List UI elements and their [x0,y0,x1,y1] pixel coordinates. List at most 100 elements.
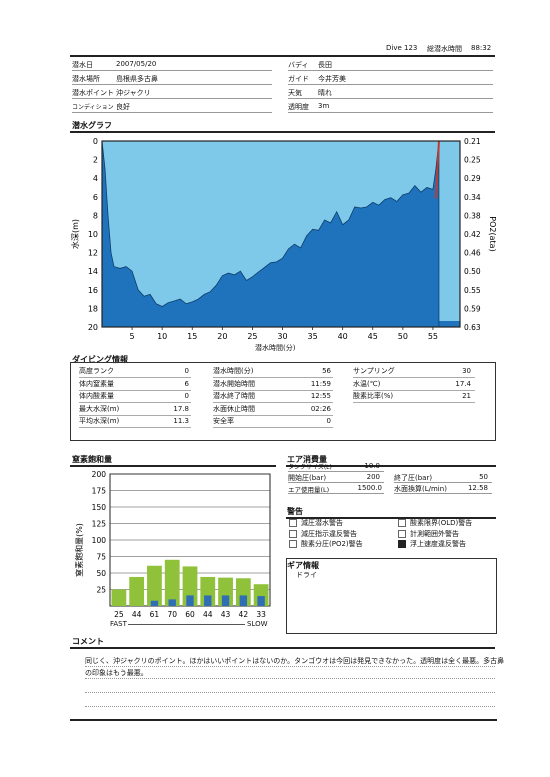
depth-tick-label: 14 [88,267,98,276]
warnings-title: 警告 [287,507,303,516]
diving-info-underline [353,402,475,403]
warning-item: 浮上速度違反警告 [398,539,466,549]
visibility-underline [288,112,493,113]
diving-info-label: 酸素比率(%) [353,392,394,400]
dive-graph-xlabel: 潜水時間(分) [255,344,296,352]
po2-tick-label: 0.25 [464,156,481,165]
diving-info-label: 水温(℃) [353,379,381,388]
diving-info-underline [79,389,191,391]
time-tick-label: 35 [307,332,317,341]
air-divider [286,465,496,467]
comment-underline-1 [85,666,495,667]
nitrogen-title: 窒素飽和量 [72,455,112,464]
fast-label: FAST [110,620,127,628]
warning-label: 酸素限界(OLD)警告 [410,519,473,527]
end-underline [394,482,492,483]
diving-info-value: 6 [184,379,189,388]
po2-axis-label: PO2(ata) [488,216,497,251]
diving-info-value: 30 [462,367,471,375]
depth-tick-label: 8 [93,211,98,220]
n2-tick-label: 50 [96,569,106,578]
n2-bar [164,559,180,606]
comment-title: コメント [72,637,104,646]
time-tick-label: 45 [368,332,378,341]
diving-info-label: 平均水深(m) [79,417,120,425]
po2-tick-label: 0.38 [464,211,481,220]
warning-label: 浮上速度違反警告 [410,540,466,548]
date-label: 潜水日 [72,61,93,69]
gear-title: ギア情報 [287,561,319,570]
po2-tick-label: 0.46 [464,249,481,258]
warning-label: 計測範囲外警告 [410,529,459,538]
tank-underline [288,471,384,472]
time-tick-label: 40 [338,332,348,341]
gear-item: ドライ [296,571,317,579]
po2-tick-label: 0.42 [464,230,481,239]
depth-tick-label: 2 [93,156,98,165]
diving-info-title: ダイビング情報 [72,355,128,364]
diving-info-underline [79,402,191,403]
diving-info-label: 安全率 [213,417,234,425]
dive-number: Dive 123 [386,44,418,52]
depth-profile-area [101,140,440,328]
n2-bar-secondary [221,595,230,606]
diving-info-box: 高度ランク 0 体内窒素量 6 体内酸素量 0 最大水深(m) 17.8 平均水深(m) 11.3… [70,362,496,441]
diving-info-underline [353,377,475,378]
slow-label: SLOW [247,620,268,628]
place-label: 潜水場所 [72,75,100,83]
n2-bar-secondary [168,599,176,606]
surface-rate-value: 12.58 [467,484,488,492]
n2-bar-secondary [204,595,212,606]
po2-tick-label: 0.55 [464,286,481,295]
place-underline [72,84,272,85]
diving-info-value: 56 [322,367,331,375]
diving-info-underline [213,377,333,378]
warning-checkbox [289,529,297,538]
time-tick-label: 50 [398,332,408,341]
warning-checkbox [398,540,406,548]
depth-tick-label: 10 [88,230,98,239]
tank-size-label: タンクサイズ(L) [288,464,332,471]
weather-underline [288,98,493,99]
diving-info-label: 体内酸素量 [79,392,114,400]
diving-info-label: 潜水時間(分) [213,367,254,375]
n2-tick-label: 150 [92,503,107,512]
time-tick-label: 5 [130,332,135,341]
gear-box [286,558,497,634]
air-used-value: 1500.0 [357,484,383,492]
visibility-label: 透明度 [288,103,309,111]
comment-underline-3 [85,692,495,693]
n2-axis-label: 窒素飽和量(%) [74,523,84,577]
footer-divider [70,719,497,721]
weather-label: 天気 [288,89,302,97]
n2-bar-secondary [150,600,159,606]
n2-tick-label: 175 [92,487,107,496]
place-value: 島根県多古鼻 [116,75,158,83]
warning-item: 減圧潜水警告 [289,518,343,528]
diving-info-value: 17.4 [455,379,471,388]
diving-info-value: 0 [326,417,331,425]
comment-underline-4 [85,706,495,707]
surface-rate-label: 水面換算(L/min) [394,485,447,493]
comment-divider [70,647,495,649]
depth-tick-label: 6 [93,193,98,202]
depth-tick-label: 4 [93,174,98,183]
surface-underline [394,493,492,494]
guide-underline [288,84,493,85]
buddy-label: バディ [288,61,309,69]
time-tick-label: 15 [187,332,197,341]
n2-category-label: 44 [132,610,142,619]
po2-tick-label: 0.34 [464,193,481,202]
n2-bar-secondary [239,595,248,606]
diving-info-label: 水面休止時間 [213,404,255,413]
diving-info-underline [79,414,191,416]
warning-label: 減圧指示違反警告 [301,529,357,538]
depth-tick-label: 12 [88,249,98,258]
diving-info-value: 17.8 [173,404,189,413]
end-pressure-value: 50 [479,473,488,481]
warning-label: 減圧潜水警告 [301,519,343,527]
n2-category-label: 44 [203,610,213,619]
diving-info-value: 0 [184,392,189,400]
time-tick-label: 55 [428,332,438,341]
time-tick-label: 30 [277,332,287,341]
